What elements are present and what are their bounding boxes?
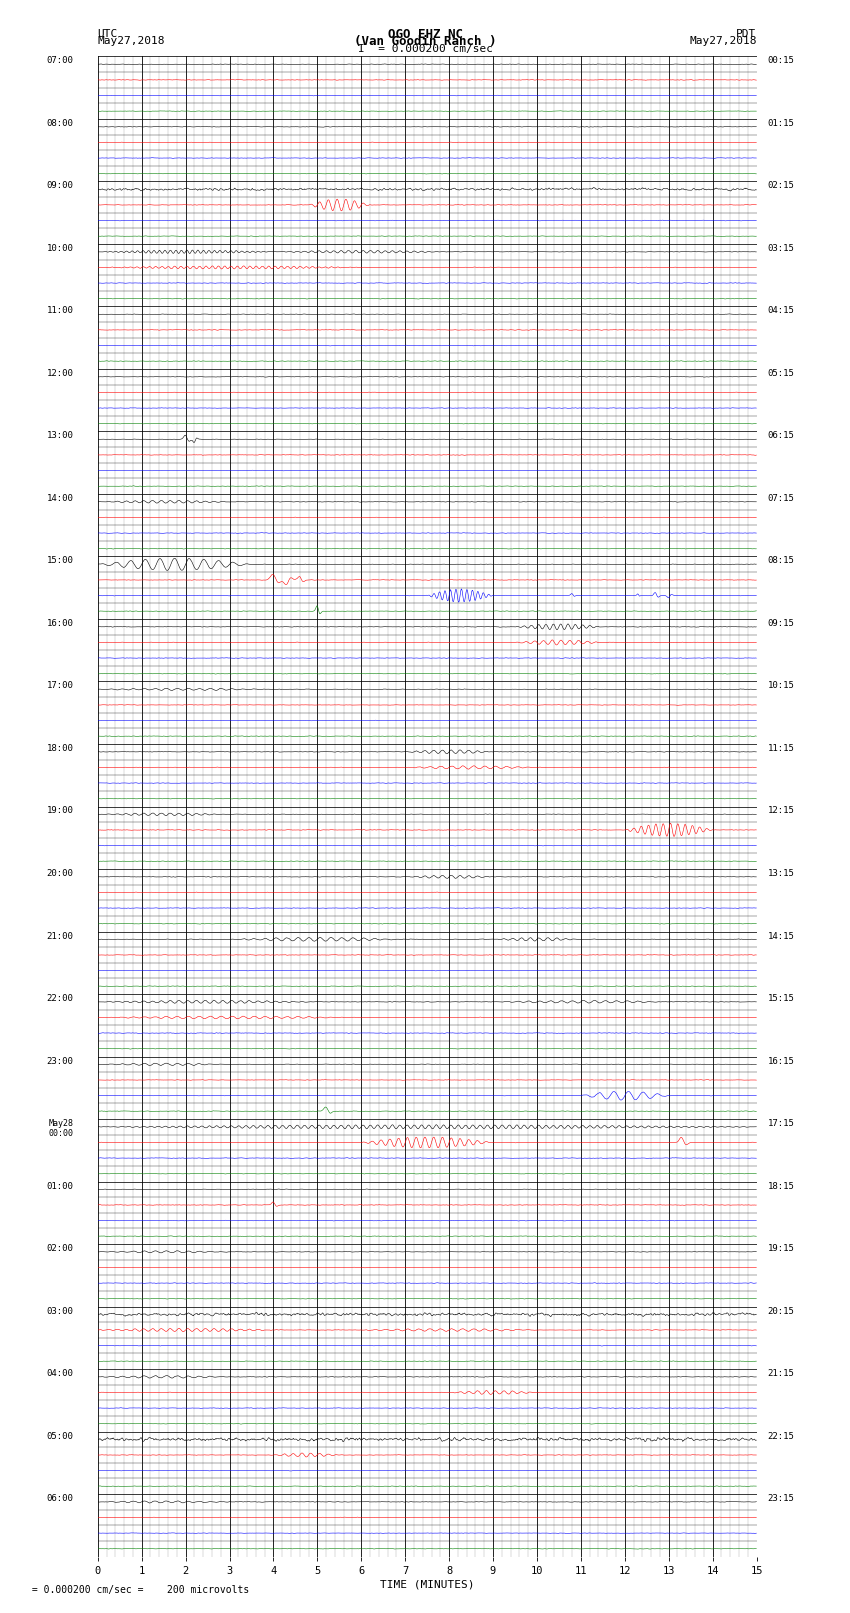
Text: 07:00: 07:00 — [47, 56, 74, 66]
Text: 14:00: 14:00 — [47, 494, 74, 503]
Text: 07:15: 07:15 — [768, 494, 795, 503]
Text: 16:15: 16:15 — [768, 1057, 795, 1066]
Text: 19:00: 19:00 — [47, 806, 74, 816]
Text: 03:15: 03:15 — [768, 244, 795, 253]
Text: 19:15: 19:15 — [768, 1244, 795, 1253]
Text: (Van Goodin Ranch ): (Van Goodin Ranch ) — [354, 35, 496, 48]
Text: 23:00: 23:00 — [47, 1057, 74, 1066]
Text: 23:15: 23:15 — [768, 1494, 795, 1503]
Text: 09:00: 09:00 — [47, 182, 74, 190]
Text: 01:00: 01:00 — [47, 1181, 74, 1190]
Text: 04:15: 04:15 — [768, 306, 795, 316]
Text: 15:15: 15:15 — [768, 994, 795, 1003]
Text: = 0.000200 cm/sec =    200 microvolts: = 0.000200 cm/sec = 200 microvolts — [26, 1586, 249, 1595]
Text: 13:00: 13:00 — [47, 431, 74, 440]
Text: 17:15: 17:15 — [768, 1119, 795, 1127]
Text: 17:00: 17:00 — [47, 681, 74, 690]
Text: May27,2018: May27,2018 — [689, 35, 756, 47]
Text: 12:00: 12:00 — [47, 369, 74, 377]
Text: 15:00: 15:00 — [47, 556, 74, 566]
Text: 08:15: 08:15 — [768, 556, 795, 566]
Text: 12:15: 12:15 — [768, 806, 795, 816]
Text: 16:00: 16:00 — [47, 619, 74, 627]
Text: 14:15: 14:15 — [768, 931, 795, 940]
Text: 20:15: 20:15 — [768, 1307, 795, 1316]
Text: May27,2018: May27,2018 — [98, 35, 165, 47]
Text: 11:15: 11:15 — [768, 744, 795, 753]
Text: 03:00: 03:00 — [47, 1307, 74, 1316]
Text: 21:00: 21:00 — [47, 931, 74, 940]
Text: 20:00: 20:00 — [47, 869, 74, 877]
Text: 18:15: 18:15 — [768, 1181, 795, 1190]
Text: 02:15: 02:15 — [768, 182, 795, 190]
Text: I  = 0.000200 cm/sec: I = 0.000200 cm/sec — [358, 44, 492, 55]
Text: 13:15: 13:15 — [768, 869, 795, 877]
Text: May28
00:00: May28 00:00 — [48, 1119, 74, 1139]
Text: 09:15: 09:15 — [768, 619, 795, 627]
Text: 21:15: 21:15 — [768, 1369, 795, 1378]
Text: 06:00: 06:00 — [47, 1494, 74, 1503]
Text: 05:00: 05:00 — [47, 1432, 74, 1440]
Text: 06:15: 06:15 — [768, 431, 795, 440]
Text: OGO EHZ NC: OGO EHZ NC — [388, 27, 462, 42]
Text: 04:00: 04:00 — [47, 1369, 74, 1378]
X-axis label: TIME (MINUTES): TIME (MINUTES) — [380, 1579, 474, 1590]
Text: 22:15: 22:15 — [768, 1432, 795, 1440]
Text: 18:00: 18:00 — [47, 744, 74, 753]
Text: UTC: UTC — [98, 29, 118, 39]
Text: 10:00: 10:00 — [47, 244, 74, 253]
Text: 22:00: 22:00 — [47, 994, 74, 1003]
Text: 02:00: 02:00 — [47, 1244, 74, 1253]
Text: 08:00: 08:00 — [47, 119, 74, 127]
Text: 11:00: 11:00 — [47, 306, 74, 316]
Text: 01:15: 01:15 — [768, 119, 795, 127]
Text: PDT: PDT — [736, 29, 756, 39]
Text: 10:15: 10:15 — [768, 681, 795, 690]
Text: 00:15: 00:15 — [768, 56, 795, 66]
Text: 05:15: 05:15 — [768, 369, 795, 377]
